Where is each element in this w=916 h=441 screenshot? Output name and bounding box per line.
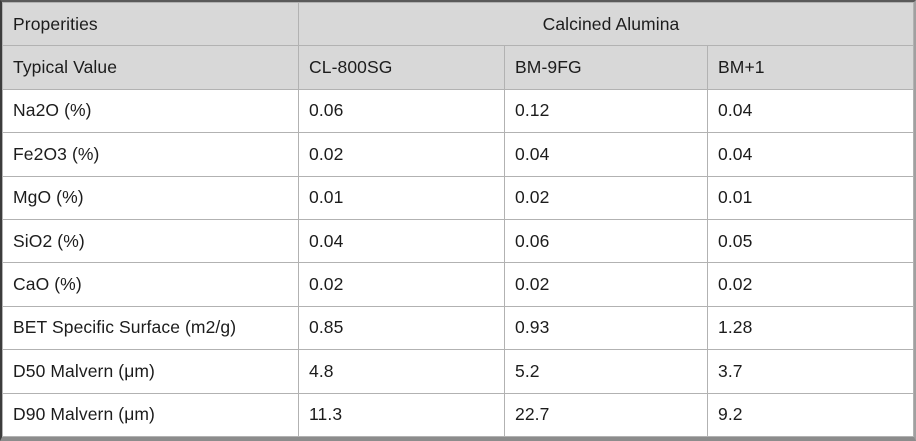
cell-value: 0.04 <box>707 88 914 134</box>
cell-value: 0.01 <box>298 175 505 220</box>
cell-value: 11.3 <box>298 392 505 438</box>
cell-value: 0.04 <box>298 218 505 264</box>
cell-value: 22.7 <box>504 392 708 438</box>
col-header-bm-plus-1: BM+1 <box>707 45 914 90</box>
table-row-d90-malvern: D90 Malvern (μm) 11.3 22.7 9.2 <box>2 392 914 438</box>
row-label: BET Specific Surface (m2/g) <box>2 305 299 351</box>
cell-value: 0.02 <box>298 262 505 307</box>
cell-value: 0.05 <box>707 218 914 264</box>
cell-value: 1.28 <box>707 305 914 351</box>
table-header-row-1: Properities Calcined Alumina <box>2 1 914 47</box>
cell-value: 0.93 <box>504 305 708 351</box>
header-typical-value: Typical Value <box>2 45 299 90</box>
table-row-d50-malvern: D50 Malvern (μm) 4.8 5.2 3.7 <box>2 349 914 394</box>
cell-value: 5.2 <box>504 349 708 394</box>
cell-value: 0.06 <box>504 218 708 264</box>
cell-value: 0.04 <box>707 132 914 177</box>
cell-value: 0.02 <box>707 262 914 307</box>
cell-value: 0.04 <box>504 132 708 177</box>
cell-value: 0.06 <box>298 88 505 134</box>
cell-value: 4.8 <box>298 349 505 394</box>
header-group-calcined-alumina: Calcined Alumina <box>298 1 914 47</box>
table-row-mgo: MgO (%) 0.01 0.02 0.01 <box>2 175 914 220</box>
col-header-cl-800sg: CL-800SG <box>298 45 505 90</box>
table-row-na2o: Na2O (%) 0.06 0.12 0.04 <box>2 88 914 134</box>
col-header-bm-9fg: BM-9FG <box>504 45 708 90</box>
row-label: Fe2O3 (%) <box>2 132 299 177</box>
table-row-fe2o3: Fe2O3 (%) 0.02 0.04 0.04 <box>2 132 914 177</box>
row-label: SiO2 (%) <box>2 218 299 264</box>
cell-value: 0.02 <box>504 175 708 220</box>
cell-value: 9.2 <box>707 392 914 438</box>
cell-value: 0.12 <box>504 88 708 134</box>
row-label: D50 Malvern (μm) <box>2 349 299 394</box>
row-label: MgO (%) <box>2 175 299 220</box>
row-label: CaO (%) <box>2 262 299 307</box>
table-header-row-2: Typical Value CL-800SG BM-9FG BM+1 <box>2 45 914 90</box>
table-row-bet-surface: BET Specific Surface (m2/g) 0.85 0.93 1.… <box>2 305 914 351</box>
row-label: D90 Malvern (μm) <box>2 392 299 438</box>
cell-value: 0.02 <box>504 262 708 307</box>
table-row-cao: CaO (%) 0.02 0.02 0.02 <box>2 262 914 307</box>
cell-value: 3.7 <box>707 349 914 394</box>
cell-value: 0.01 <box>707 175 914 220</box>
cell-value: 0.85 <box>298 305 505 351</box>
header-properties: Properities <box>2 1 299 47</box>
table-row-sio2: SiO2 (%) 0.04 0.06 0.05 <box>2 218 914 264</box>
row-label: Na2O (%) <box>2 88 299 134</box>
cell-value: 0.02 <box>298 132 505 177</box>
